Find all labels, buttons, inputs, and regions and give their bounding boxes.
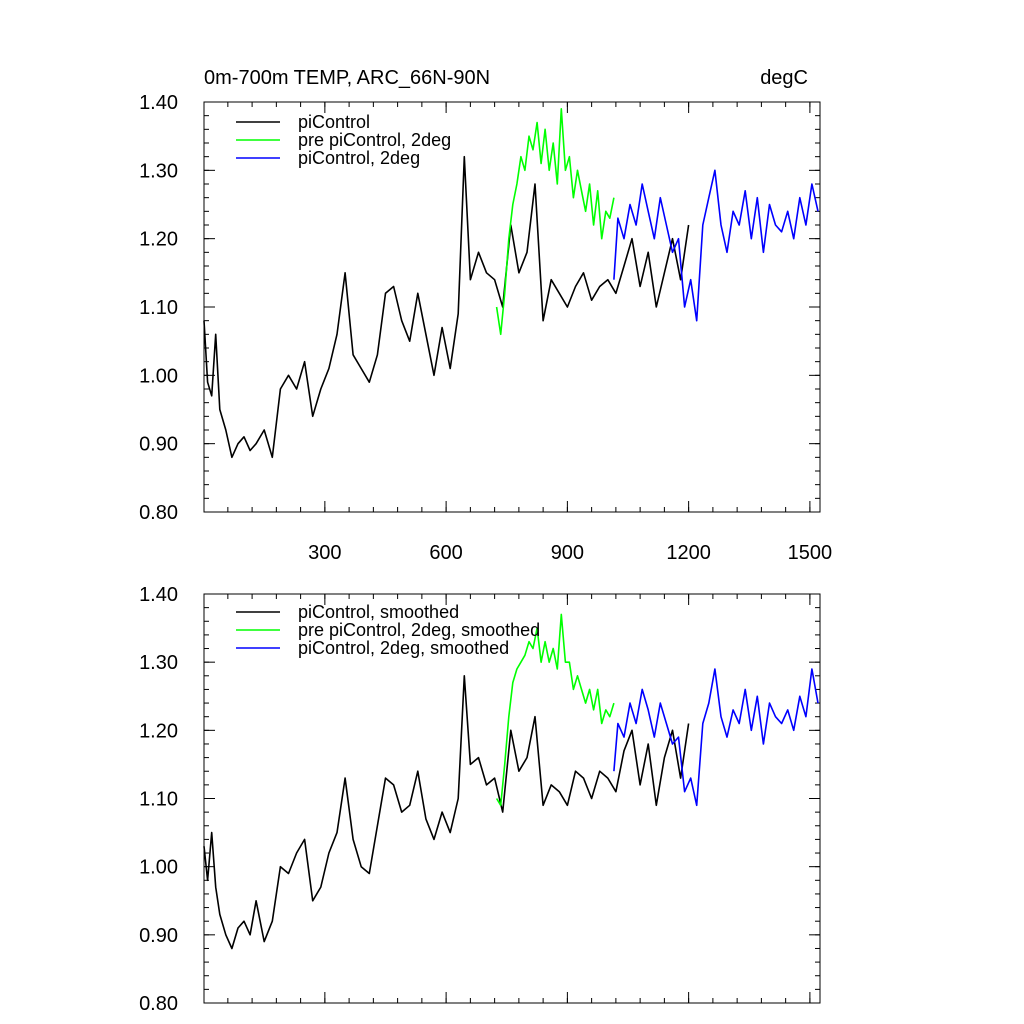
plot-frame [203, 593, 821, 1004]
y-tick-label: 1.10 [139, 789, 178, 811]
series-line-picontrol-smoothed [203, 674, 690, 950]
y-tick-label: 1.20 [139, 229, 178, 251]
legend-label: pre piControl, 2deg, smoothed [298, 620, 540, 640]
y-tick-label: 1.40 [139, 92, 178, 114]
top-panel-units: degC [760, 67, 808, 89]
series-line-picontrol [203, 155, 690, 459]
y-tick-label: 1.20 [139, 720, 178, 742]
legend-label: pre piControl, 2deg [298, 130, 451, 150]
x-tick-label: 900 [551, 542, 584, 564]
y-tick-label: 0.90 [139, 925, 178, 947]
y-tick-label: 1.30 [139, 652, 178, 674]
legend-label: piControl, 2deg, smoothed [298, 638, 509, 658]
y-tick-label: 1.40 [139, 584, 178, 606]
top-panel-title: 0m-700m TEMP, ARC_66N-90N [204, 67, 490, 89]
y-tick-label: 1.30 [139, 160, 178, 182]
y-tick-label: 0.80 [139, 502, 178, 524]
plot-frame [203, 101, 821, 513]
legend-label: piControl [298, 112, 370, 132]
top-panel: 0m-700m TEMP, ARC_66N-90N degC 0.80 0.90 1… [139, 67, 832, 564]
y-tick-label: 1.00 [139, 365, 178, 387]
y-tick-label: 1.00 [139, 857, 178, 879]
y-tick-label: 0.90 [139, 434, 178, 456]
y-tick-label: 0.80 [139, 993, 178, 1015]
y-tick-label: 1.10 [139, 297, 178, 319]
x-tick-label: 1200 [666, 542, 711, 564]
legend-label: piControl, smoothed [298, 602, 459, 622]
legend-label: piControl, 2deg [298, 148, 420, 168]
series-line-picontrol-2deg-smoothed [613, 668, 819, 807]
x-tick-label: 600 [429, 542, 462, 564]
x-tick-label: 1500 [788, 542, 833, 564]
series-line-pre-picontrol-2deg-smoothed [495, 613, 615, 807]
series-line-pre-picontrol-2deg [495, 108, 615, 336]
bottom-panel: 0.80 0.90 1.00 1.10 1.20 1.30 1.40 piControl, s… [139, 584, 821, 1015]
series-line-picontrol-2deg [613, 169, 819, 322]
x-tick-label: 300 [308, 542, 341, 564]
